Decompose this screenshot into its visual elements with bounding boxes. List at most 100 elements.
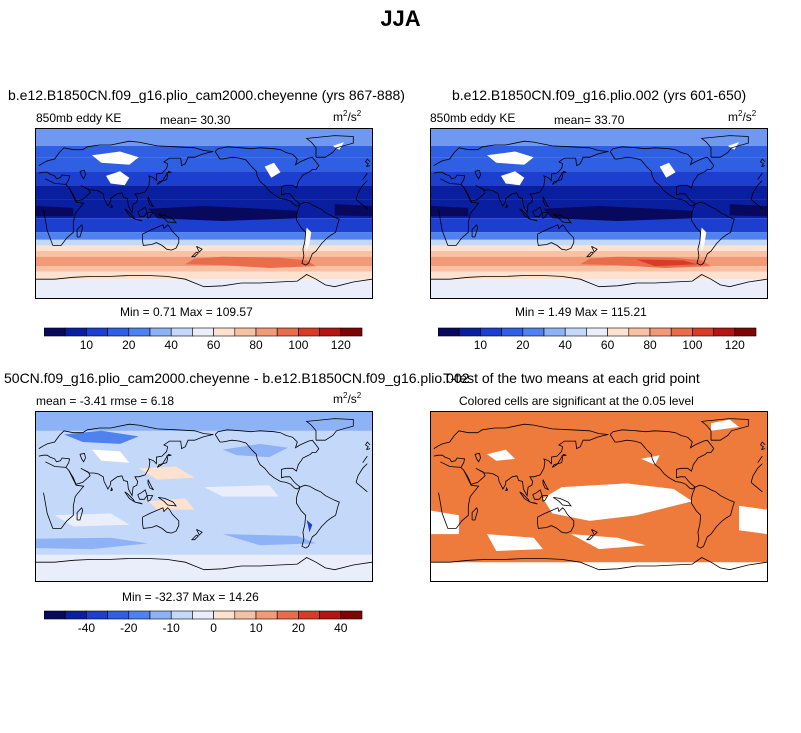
panel3-colorbar: -40 -20 -10 0 10 20 40 [43, 610, 364, 639]
colorbar-swatch [458, 327, 481, 337]
colorbar-swatch [319, 610, 342, 620]
coastline [110, 486, 114, 492]
colorbar-swatch [213, 610, 236, 620]
coastline [38, 423, 368, 463]
coastline [43, 461, 368, 529]
colorbar-swatch [86, 327, 108, 337]
panel2-variable-label: 850mb eddy KE [430, 111, 516, 125]
coastline [433, 423, 763, 463]
colorbar-swatch [522, 327, 545, 337]
coastline [305, 418, 354, 441]
colorbar-swatch [128, 327, 151, 337]
coastline [463, 434, 609, 497]
colorbar-swatch [649, 327, 672, 337]
coastline [591, 246, 598, 253]
colorbar-swatch [64, 327, 87, 337]
colorbar-swatch [107, 327, 130, 337]
colorbar-swatch [501, 327, 524, 337]
coastline [463, 151, 609, 214]
panel1-variable-label: 850mb eddy KE [36, 111, 122, 125]
colorbar-swatch [234, 327, 257, 337]
coastline [609, 146, 715, 207]
panel1-title: b.e12.B1850CN.f09_g16.plio_cam2000.cheye… [8, 87, 405, 103]
colorbar-swatch [170, 327, 193, 337]
colorbar-swatch [107, 610, 130, 620]
colorbar-swatch [340, 610, 363, 620]
colorbar-tick-label: 100 [682, 338, 702, 351]
colorbar-tick-label: 80 [249, 338, 263, 351]
coastline [505, 203, 509, 209]
colorbar-tick-label: 10 [249, 621, 263, 634]
coastline [156, 170, 172, 185]
panel3-mean-rmse: mean = -3.41 rmse = 6.18 [36, 394, 175, 408]
coastline [553, 214, 572, 224]
panel3-title: 50CN.f09_g16.plio_cam2000.cheyenne - b.e… [4, 370, 470, 386]
coastline [551, 170, 567, 185]
coastline [433, 140, 763, 180]
colorbar-swatch [86, 610, 108, 620]
coastline [431, 274, 767, 288]
coastline [691, 484, 735, 549]
coastline [471, 507, 479, 521]
coastline [142, 507, 180, 534]
colorbar-swatch [692, 327, 714, 337]
panel2-mean-label: mean= 33.70 [554, 113, 625, 127]
coastline [296, 484, 340, 549]
panel2-map [430, 128, 768, 299]
colorbar-swatch [43, 327, 66, 337]
coastline [146, 212, 154, 219]
colorbar-tick-label: 100 [288, 338, 308, 351]
colorbar-swatch [670, 327, 693, 337]
coastline [158, 214, 177, 224]
coastline [124, 208, 136, 220]
colorbar-tick-label: 80 [643, 338, 657, 351]
panel2-colorbar: 10 20 40 60 80 100 120 [437, 327, 758, 356]
figure-title: JJA [380, 6, 421, 31]
panel1-mean-label: mean= 30.30 [160, 113, 231, 127]
colorbar-swatch [298, 327, 320, 337]
coastline [474, 452, 481, 463]
colorbar-swatch [713, 327, 736, 337]
colorbar-swatch [437, 327, 460, 337]
colorbar-swatch [64, 610, 87, 620]
panel1-colorbar: 10 20 40 60 80 100 120 [43, 327, 364, 356]
colorbar-swatch [340, 327, 363, 337]
coastline [609, 429, 715, 490]
coastline [541, 495, 549, 502]
colorbar-tick-label: 60 [207, 338, 221, 351]
coastline [43, 178, 368, 246]
colorbar-swatch [543, 327, 566, 337]
colorbar-swatch [734, 327, 757, 337]
colorbar-tick-label: 20 [516, 338, 530, 351]
coastline [124, 491, 136, 503]
coastline [214, 146, 320, 207]
coastline [553, 497, 572, 507]
coastline [519, 208, 531, 220]
coastline [68, 151, 214, 214]
panel1-map [35, 128, 373, 299]
coastline [438, 178, 763, 246]
colorbar-tick-label: 40 [165, 338, 179, 351]
coastline [759, 158, 766, 167]
colorbar-swatch [213, 327, 236, 337]
coastline [700, 418, 749, 441]
coastline [134, 218, 143, 222]
panel1-min-max: Min = 0.71 Max = 109.57 [120, 305, 253, 319]
coastline [147, 479, 154, 491]
colorbar-swatch [149, 327, 172, 337]
coastline [471, 224, 479, 238]
coastline [474, 169, 481, 180]
colorbar-tick-label: 120 [725, 338, 745, 351]
panel2-min-max: Min = 1.49 Max = 115.21 [515, 305, 647, 319]
coastline [700, 135, 749, 158]
coastline [585, 534, 595, 541]
coastline [196, 246, 203, 253]
coastline [146, 495, 154, 502]
coastline [134, 501, 143, 505]
coastline [591, 529, 598, 536]
panel3-units: m2/s2 [333, 391, 362, 406]
coastline [79, 169, 86, 180]
coastline [305, 135, 354, 158]
colorbar-swatch [43, 610, 66, 620]
coastline [542, 196, 549, 208]
